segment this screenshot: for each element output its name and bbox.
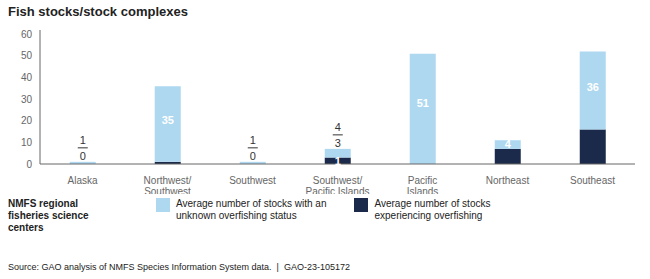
svg-text:1: 1: [250, 134, 256, 146]
svg-text:20: 20: [21, 115, 33, 126]
svg-text:4: 4: [505, 138, 512, 150]
html-text:Source: GAO analysis of NMFS S: Source: GAO analysis of NMFS Species Inf…: [8, 262, 350, 272]
svg-text:60: 60: [21, 29, 33, 40]
html-text:NMFS regional fisheries scienc: NMFS regional fisheries science centers: [8, 198, 89, 233]
svg-text:0: 0: [250, 150, 256, 162]
svg-text:Northwest/Southwest: Northwest/Southwest: [144, 175, 192, 194]
svg-text:3: 3: [335, 137, 341, 149]
html-text:Average number of stocks exper: Average number of stocks experiencing ov…: [374, 198, 491, 221]
svg-text:PacificIslands: PacificIslands: [407, 175, 439, 194]
svg-text:36: 36: [587, 81, 599, 93]
svg-text:51: 51: [417, 97, 429, 109]
svg-text:Southwest: Southwest: [229, 175, 276, 186]
svg-text:30: 30: [21, 94, 33, 105]
svg-text:1: 1: [335, 155, 341, 167]
svg-text:50: 50: [21, 50, 33, 61]
svg-text:Southwest/Pacific Islands: Southwest/Pacific Islands: [306, 175, 370, 194]
svg-text:Southeast: Southeast: [570, 175, 615, 186]
html-text:Fish stocks/stock complexes: Fish stocks/stock complexes: [8, 4, 188, 19]
svg-text:0: 0: [26, 159, 32, 170]
svg-text:1: 1: [80, 134, 86, 146]
svg-text:Alaska: Alaska: [67, 175, 97, 186]
svg-text:0: 0: [80, 150, 86, 162]
svg-text:4: 4: [335, 121, 341, 133]
html-text:Average number of stocks with: Average number of stocks with an unknown…: [176, 198, 327, 221]
svg-text:40: 40: [21, 72, 33, 83]
svg-text:35: 35: [162, 114, 174, 126]
svg-text:10: 10: [21, 137, 33, 148]
svg-text:Northeast: Northeast: [486, 175, 530, 186]
